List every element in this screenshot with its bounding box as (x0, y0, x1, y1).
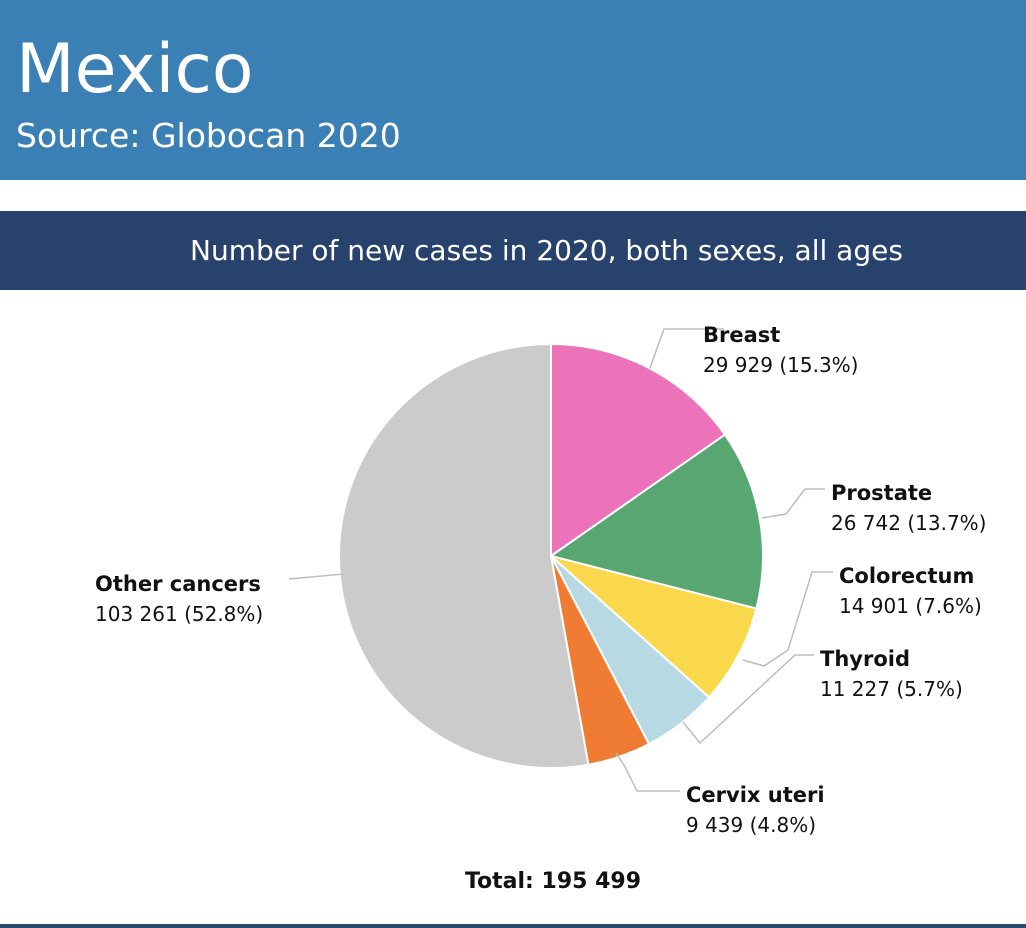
total-label: Total: 195 499 (465, 869, 641, 894)
leader-line-other-cancers (288, 573, 345, 580)
leader-line-breast (649, 328, 724, 369)
slice-name-label: Other cancers (95, 572, 261, 596)
slice-name-label: Cervix uteri (686, 783, 825, 807)
pie-slice-other-cancers (338, 342, 590, 769)
slice-name-label: Thyroid (820, 647, 910, 671)
pie-slice-prostate (548, 433, 764, 610)
slice-value-label: 103 261 (52.8%) (95, 602, 263, 626)
slice-name-label: Breast (703, 323, 780, 347)
slice-labels: Breast 29 929 (15.3%) Prostate 26 742 (13.7… (95, 323, 986, 837)
chart-title-bar: Number of new cases in 2020, both sexes,… (0, 211, 1026, 290)
slice-name-label: Prostate (831, 481, 932, 505)
leader-lines (288, 328, 833, 792)
slice-value-label: 14 901 (7.6%) (839, 594, 982, 618)
source-label: Source: Globocan 2020 (16, 116, 401, 155)
chart-title: Number of new cases in 2020, both sexes,… (190, 234, 903, 267)
country-header: Mexico Source: Globocan 2020 (0, 0, 1026, 180)
leader-line-prostate (761, 488, 825, 519)
leader-line-colorectum (742, 571, 833, 667)
slice-value-label: 9 439 (4.8%) (686, 813, 816, 837)
slice-value-label: 29 929 (15.3%) (703, 353, 858, 377)
slice-value-label: 26 742 (13.7%) (831, 511, 986, 535)
slice-name-label: Colorectum (839, 564, 974, 588)
pie-slices (338, 342, 764, 769)
slice-value-label: 11 227 (5.7%) (820, 677, 963, 701)
pie-slice-breast (550, 342, 727, 558)
pie-slice-colorectum (550, 555, 758, 699)
leader-line-thyroid (682, 654, 814, 745)
bottom-divider (0, 924, 1026, 928)
country-title: Mexico (16, 30, 254, 109)
leader-line-cervix-uteri (615, 752, 680, 792)
